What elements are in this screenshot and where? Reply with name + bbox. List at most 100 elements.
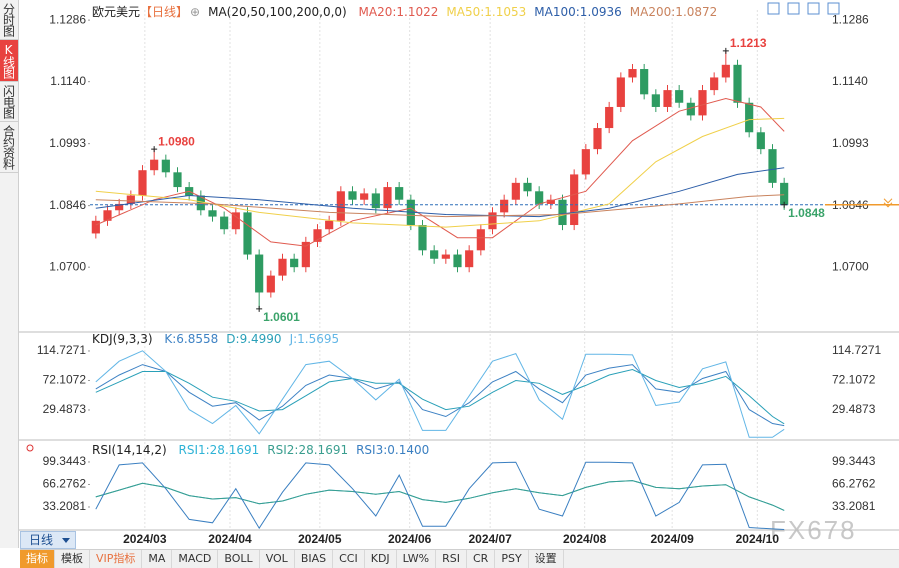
candle-body [430, 250, 439, 259]
toolbar-item[interactable]: KDJ [365, 550, 397, 568]
legend-entry: RSI1:28.1691 [178, 443, 260, 457]
toolbar-item[interactable]: CR [467, 550, 496, 568]
legend-entry: K:6.8558 [164, 332, 219, 346]
candle-body [290, 258, 299, 268]
candle-body [138, 170, 147, 196]
y-tick-label: 1.0993 [832, 136, 869, 150]
icon[interactable] [807, 2, 820, 15]
candle-body [745, 102, 754, 133]
legend-entry: MA200:1.0872 [629, 5, 718, 19]
indicator-label: MA(20,50,100,200,0,0) [208, 5, 347, 19]
sidebar-tab[interactable]: 闪电图 [0, 82, 18, 122]
candle-body [640, 69, 649, 95]
sidebar-tab[interactable]: 分时图 [0, 0, 18, 40]
legend-entry: RSI2:28.1691 [267, 443, 349, 457]
y-tick-label: 72.1072 [43, 373, 87, 387]
toolbar-item[interactable]: 设置 [529, 550, 564, 568]
panel-title: KDJ(9,3,3) [92, 332, 153, 346]
candle-body [371, 193, 380, 209]
x-tick-label: 2024/04 [208, 532, 252, 546]
candle-body [698, 90, 707, 116]
extreme-label: 1.0980 [158, 134, 195, 148]
toolbar-item[interactable]: LW% [397, 550, 437, 568]
candle-body [348, 191, 357, 200]
icon[interactable] [787, 2, 800, 15]
candle-body [651, 94, 660, 107]
candle-body [593, 128, 602, 150]
rsi-settings-icon[interactable] [26, 444, 34, 452]
candle-body [570, 174, 579, 226]
toolbar-item[interactable]: VOL [260, 550, 295, 568]
candle-body [756, 132, 765, 150]
sidebar-tab[interactable]: 合约资料 [0, 122, 18, 173]
legend-entry: D:9.4990 [226, 332, 282, 346]
toolbar-item[interactable]: BIAS [295, 550, 334, 568]
x-tick-label: 2024/09 [650, 532, 694, 546]
candle-body [675, 90, 684, 103]
toolbar: 指标 模板 VIP指标 MA MACD BOLL VOL BIAS CCI KDJ LW% RSI CR… [20, 549, 899, 568]
candle-body [231, 212, 240, 230]
candle-body [476, 229, 485, 251]
candle-body [511, 182, 520, 200]
candle-body [126, 195, 135, 204]
toolbar-item[interactable]: MACD [172, 550, 219, 568]
sidebar-tab[interactable]: K线图 [0, 40, 18, 82]
toolbar-item[interactable]: 指标 [20, 550, 55, 568]
candle-body [500, 199, 509, 213]
candle-body [441, 254, 450, 259]
candle-body [301, 241, 310, 268]
y-tick-label: 1.0993 [49, 136, 86, 150]
legend-entry: J:1.5695 [289, 332, 340, 346]
toolbar-item[interactable]: PSY [495, 550, 529, 568]
candle-body [220, 216, 229, 230]
series-line [95, 364, 785, 427]
icon[interactable] [26, 444, 34, 452]
candle-body [733, 64, 742, 103]
toolbar-icons[interactable] [767, 2, 840, 15]
y-tick-label: 1.0700 [832, 259, 869, 273]
toolbar-item[interactable]: VIP指标 [90, 550, 143, 568]
candle-body [721, 64, 730, 78]
candle-body [266, 275, 275, 293]
toolbar-item[interactable]: 模板 [55, 550, 90, 568]
candle-body [173, 172, 182, 188]
candle-body [710, 77, 719, 91]
candle-body [103, 210, 112, 221]
candle-body [278, 258, 287, 276]
chart-title: 欧元美元 [92, 5, 141, 19]
y-tick-label: 114.7271 [832, 343, 881, 357]
x-tick-label: 2024/07 [468, 532, 512, 546]
x-tick-label: 2024/03 [123, 532, 167, 546]
kdj-header: KDJ(9,3,3) K:6.8558 D:9.4990 J:1.5695 [92, 332, 347, 346]
candle-body [523, 182, 532, 192]
icon[interactable]: ⊕ [190, 5, 201, 19]
price-arrow [883, 198, 893, 208]
candle-body [360, 193, 369, 200]
y-tick-label: 33.2081 [832, 499, 876, 513]
candle-body [558, 199, 567, 226]
toolbar-item[interactable]: MA [142, 550, 173, 568]
series-line [95, 368, 785, 425]
candle-body [581, 149, 590, 175]
extreme-label: 1.0601 [263, 310, 300, 324]
toolbar-item[interactable]: BOLL [218, 550, 260, 568]
toolbar-item[interactable]: CCI [333, 550, 365, 568]
candle-body [780, 182, 789, 205]
y-tick-label: 99.3443 [43, 454, 87, 468]
y-tick-label: 1.1286 [832, 12, 869, 26]
icon[interactable] [827, 2, 840, 15]
candle-body [488, 212, 497, 230]
candle-body [686, 102, 695, 116]
toolbar-item[interactable]: RSI [436, 550, 467, 568]
y-tick-label: 72.1072 [832, 373, 876, 387]
chart-bg [19, 0, 899, 548]
series-line [95, 194, 785, 218]
icon[interactable] [767, 2, 780, 15]
y-tick-label: 29.4873 [832, 402, 876, 416]
candle-body [395, 187, 404, 200]
candle-body [465, 250, 474, 268]
y-tick-label: 1.0700 [49, 259, 86, 273]
y-tick-label: 66.2762 [43, 477, 87, 491]
period-button[interactable]: 日线 [20, 531, 76, 549]
